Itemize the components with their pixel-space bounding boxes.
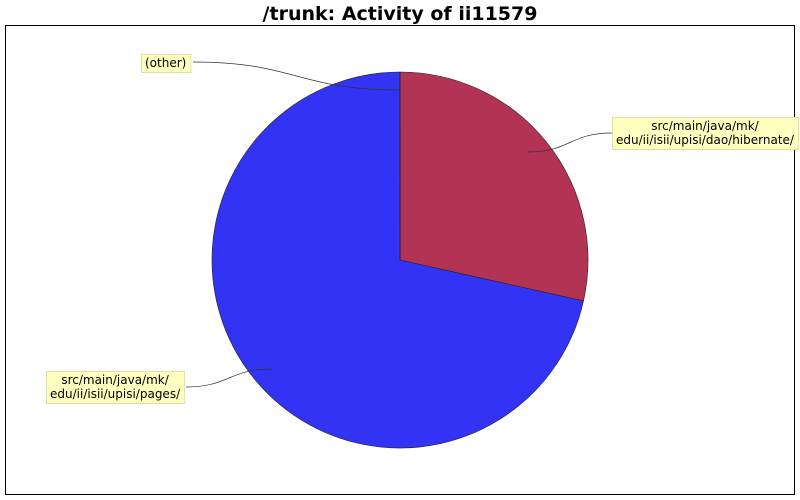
- pie-slice-1: [399, 71, 589, 302]
- leader-lines: [185, 61, 613, 388]
- leader-line-3: [192, 61, 401, 91]
- leader-line-2: [185, 368, 273, 388]
- slice-label-2: src/main/java/mk/edu/ii/isii/upisi/pages…: [46, 371, 186, 404]
- plot-frame: [5, 25, 795, 495]
- slice-label-line: (other): [145, 56, 186, 70]
- pie-slices: [211, 71, 589, 449]
- slice-label-line: src/main/java/mk/: [651, 119, 759, 133]
- leader-line-1: [527, 132, 613, 153]
- slice-label-3: (other): [141, 54, 192, 73]
- slice-label-line: src/main/java/mk/: [61, 373, 169, 387]
- slice-label-line: edu/ii/isii/upisi/pages/: [50, 387, 181, 401]
- slice-label-line: edu/ii/isii/upisi/dao/hibernate/: [616, 133, 795, 147]
- slice-label-box-1: [612, 117, 799, 150]
- slice-labels: src/main/java/mk/edu/ii/isii/upisi/dao/h…: [46, 54, 799, 404]
- slice-label-box-2: [46, 371, 186, 404]
- slice-label-box-3: [141, 54, 192, 73]
- slice-label-1: src/main/java/mk/edu/ii/isii/upisi/dao/h…: [612, 117, 799, 150]
- chart-title: /trunk: Activity of ii11579: [262, 3, 538, 25]
- pie-slice-2: [211, 71, 584, 449]
